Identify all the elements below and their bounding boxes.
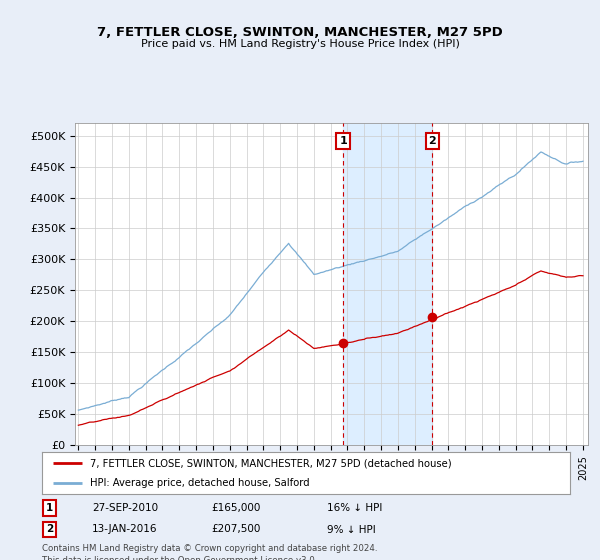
Text: Contains HM Land Registry data © Crown copyright and database right 2024.
This d: Contains HM Land Registry data © Crown c… — [42, 544, 377, 560]
Text: HPI: Average price, detached house, Salford: HPI: Average price, detached house, Salf… — [89, 478, 309, 488]
Text: 7, FETTLER CLOSE, SWINTON, MANCHESTER, M27 5PD (detached house): 7, FETTLER CLOSE, SWINTON, MANCHESTER, M… — [89, 458, 451, 468]
Text: £165,000: £165,000 — [211, 503, 260, 512]
Bar — [343, 123, 432, 445]
Text: 1: 1 — [46, 503, 53, 512]
Text: 1: 1 — [339, 136, 347, 146]
Text: 2: 2 — [428, 136, 436, 146]
Text: 2: 2 — [46, 525, 53, 534]
Text: £207,500: £207,500 — [211, 525, 260, 534]
Text: 27-SEP-2010: 27-SEP-2010 — [92, 503, 158, 512]
Text: 13-JAN-2016: 13-JAN-2016 — [92, 525, 158, 534]
Text: Price paid vs. HM Land Registry's House Price Index (HPI): Price paid vs. HM Land Registry's House … — [140, 39, 460, 49]
Text: 9% ↓ HPI: 9% ↓ HPI — [327, 525, 376, 534]
Text: 7, FETTLER CLOSE, SWINTON, MANCHESTER, M27 5PD: 7, FETTLER CLOSE, SWINTON, MANCHESTER, M… — [97, 26, 503, 39]
Text: 16% ↓ HPI: 16% ↓ HPI — [327, 503, 382, 512]
